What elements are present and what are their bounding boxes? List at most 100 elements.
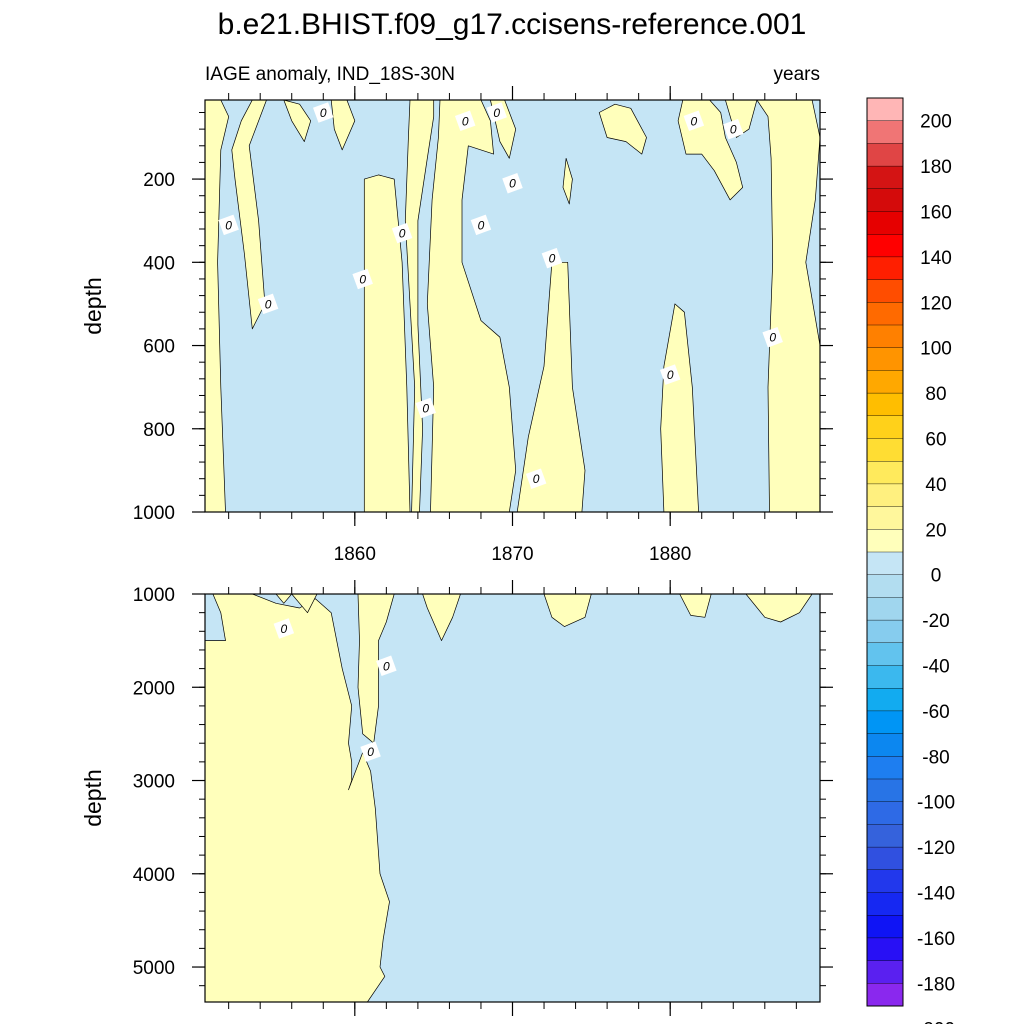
colorbar-swatch-21 bbox=[866, 574, 904, 598]
colorbar-swatch-38 bbox=[866, 960, 904, 984]
y-tick-label-lower-2: 3000 bbox=[133, 772, 175, 793]
colorbar-label-17: -140 bbox=[917, 884, 955, 905]
contour-label-lower-1: 0 bbox=[376, 655, 397, 677]
positive-region-upper-13 bbox=[660, 303, 699, 512]
positive-region-lower-1 bbox=[357, 594, 395, 744]
svg-text:0: 0 bbox=[399, 227, 406, 241]
colorbar-swatch-17 bbox=[866, 483, 904, 508]
contour-label-lower-0: 0 bbox=[273, 618, 295, 639]
colorbar-swatch-0 bbox=[866, 97, 904, 122]
colorbar-label-11: -20 bbox=[922, 611, 949, 632]
positive-region-lower-3 bbox=[275, 594, 293, 604]
x-tick-label-upper-1: 1870 bbox=[491, 544, 533, 565]
positive-region-lower-4 bbox=[422, 594, 461, 641]
colorbar-label-0: 200 bbox=[920, 112, 952, 133]
colorbar-swatch-37 bbox=[866, 937, 904, 962]
colorbar-swatch-33 bbox=[866, 846, 904, 871]
colorbar-swatch-10 bbox=[866, 324, 904, 349]
svg-text:0: 0 bbox=[265, 297, 272, 311]
colorbar-label-12: -40 bbox=[922, 657, 949, 678]
y-tick-label-upper-2: 600 bbox=[143, 337, 175, 358]
colorbar-swatch-39 bbox=[866, 983, 904, 1007]
positive-region-upper-2 bbox=[283, 100, 312, 142]
y-tick-label-lower-3: 4000 bbox=[133, 865, 175, 886]
colorbar-swatch-15 bbox=[866, 438, 904, 462]
x-ticks-lower bbox=[228, 580, 797, 1016]
colorbar-label-6: 80 bbox=[925, 384, 946, 405]
colorbar-label-2: 160 bbox=[920, 203, 952, 224]
svg-text:0: 0 bbox=[383, 659, 390, 673]
contour-label-lower-2: 0 bbox=[360, 741, 381, 762]
positive-region-upper-9 bbox=[562, 157, 573, 205]
contour-label-upper-4: 0 bbox=[723, 118, 744, 140]
colorbar-swatch-12 bbox=[866, 370, 904, 394]
colorbar-label-4: 120 bbox=[920, 293, 952, 314]
plot-panels: 0 0 0 0 0 0 0 0 0 0 0 0 0 0 0 0 1860 1870 1880 200 400 600 800… bbox=[80, 86, 833, 1016]
colorbar-swatch-7 bbox=[866, 256, 904, 281]
colorbar-swatch-22 bbox=[866, 597, 904, 621]
colorbar-swatch-9 bbox=[866, 302, 904, 326]
colorbar-swatch-30 bbox=[866, 778, 904, 803]
colorbar-swatch-8 bbox=[866, 279, 904, 303]
colorbar-swatch-14 bbox=[866, 415, 904, 439]
positive-region-upper-14 bbox=[756, 100, 820, 512]
contour-label-upper-8: 0 bbox=[470, 214, 492, 236]
colorbar-label-20: -200 bbox=[917, 1020, 955, 1024]
positive-region-upper-0 bbox=[205, 100, 230, 512]
contour-label-upper-15: 0 bbox=[525, 468, 547, 489]
positive-region-upper-10 bbox=[598, 103, 647, 155]
colorbar-swatch-29 bbox=[866, 756, 904, 780]
y-tick-label-lower-4: 5000 bbox=[133, 958, 175, 979]
positive-region-upper-4 bbox=[363, 174, 411, 512]
x-tick-label-upper-2: 1880 bbox=[649, 544, 691, 565]
colorbar-swatch-25 bbox=[866, 665, 904, 689]
positive-region-lower-0 bbox=[205, 594, 390, 1002]
colorbar-label-18: -160 bbox=[917, 929, 955, 950]
contour-label-upper-12: 0 bbox=[762, 326, 783, 348]
contour-label-upper-13: 0 bbox=[659, 364, 681, 385]
svg-text:0: 0 bbox=[462, 114, 469, 128]
y-axis-label-lower: depth bbox=[80, 769, 106, 827]
colorbar-label-10: 0 bbox=[931, 566, 942, 587]
panel-lower: 0 0 0 1000 2000 3000 4000 5000 depth bbox=[80, 580, 833, 1016]
contour-label-upper-2: 0 bbox=[486, 102, 507, 123]
positive-region-lower-7 bbox=[745, 594, 813, 623]
colorbar-swatch-19 bbox=[866, 529, 904, 553]
positive-region-lower-5 bbox=[543, 594, 592, 627]
y-tick-label-upper-3: 800 bbox=[143, 420, 175, 441]
svg-text:0: 0 bbox=[549, 252, 556, 266]
colorbar-swatch-27 bbox=[866, 710, 904, 735]
subtitle-right: years bbox=[774, 64, 820, 85]
contour-label-upper-11: 0 bbox=[257, 293, 279, 315]
svg-text:0: 0 bbox=[422, 401, 429, 415]
y-tick-label-upper-4: 1000 bbox=[133, 503, 175, 524]
positive-region-upper-6 bbox=[426, 100, 517, 512]
colorbar-swatch-20 bbox=[866, 551, 904, 576]
svg-text:0: 0 bbox=[359, 272, 366, 286]
colorbar-swatch-16 bbox=[866, 461, 904, 485]
y-axis-label-upper: depth bbox=[80, 277, 106, 335]
positive-region-upper-1 bbox=[231, 100, 267, 330]
y-ticks-lower bbox=[192, 593, 833, 987]
colorbar-swatch-23 bbox=[866, 619, 904, 644]
y-tick-label-lower-0: 1000 bbox=[133, 585, 175, 606]
svg-text:0: 0 bbox=[225, 218, 232, 232]
x-tick-label-upper-0: 1860 bbox=[334, 544, 376, 565]
colorbar-swatch-6 bbox=[866, 233, 904, 258]
y-ticks-upper bbox=[192, 111, 833, 513]
colorbar-label-9: 20 bbox=[925, 520, 946, 541]
colorbar-swatch-31 bbox=[866, 801, 904, 825]
figure-title: b.e21.BHIST.f09_g17.ccisens-reference.00… bbox=[218, 8, 807, 41]
svg-text:0: 0 bbox=[730, 123, 737, 137]
contour-label-upper-0: 0 bbox=[313, 102, 334, 123]
y-tick-label-upper-0: 200 bbox=[143, 170, 175, 191]
contour-label-upper-1: 0 bbox=[454, 110, 476, 132]
y-tick-label-upper-1: 400 bbox=[143, 253, 175, 274]
contour-label-upper-9: 0 bbox=[541, 247, 563, 269]
colorbar-label-14: -80 bbox=[922, 747, 949, 768]
colorbar-swatch-32 bbox=[866, 824, 904, 848]
contour-label-upper-3: 0 bbox=[683, 110, 705, 132]
colorbar-label-13: -60 bbox=[922, 702, 949, 723]
subtitle-left: IAGE anomaly, IND_18S-30N bbox=[205, 64, 455, 85]
